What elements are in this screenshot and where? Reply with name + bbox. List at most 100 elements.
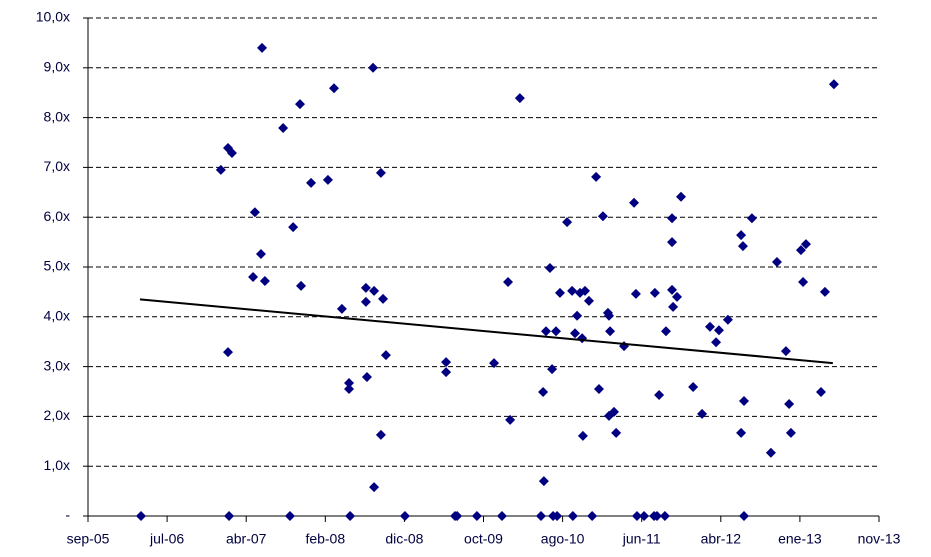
data-point: [651, 511, 662, 521]
data-point: [249, 207, 260, 218]
data-point: [368, 62, 379, 73]
data-point: [736, 230, 747, 241]
data-point: [452, 511, 463, 521]
data-point: [538, 386, 549, 397]
data-point: [562, 217, 573, 228]
data-point: [572, 310, 583, 321]
y-tick-label: 3,0x: [44, 357, 70, 373]
data-point: [255, 249, 266, 260]
data-point: [567, 511, 578, 521]
data-point: [785, 427, 796, 438]
data-point: [554, 287, 565, 298]
data-point: [503, 276, 514, 287]
data-point: [538, 476, 549, 487]
x-tick-label: ago-10: [541, 531, 585, 547]
data-point: [369, 285, 380, 296]
data-point: [704, 321, 715, 332]
data-point: [815, 386, 826, 397]
data-point: [667, 237, 678, 248]
y-tick-label: 6,0x: [44, 208, 70, 224]
data-point: [224, 511, 235, 521]
data-point: [551, 326, 562, 337]
data-point: [639, 511, 650, 521]
data-point: [567, 285, 578, 296]
data-point: [711, 337, 722, 348]
y-tick-label: 7,0x: [44, 158, 70, 174]
y-tick-label: 9,0x: [44, 59, 70, 75]
data-point: [587, 511, 598, 521]
data-point: [369, 482, 380, 493]
data-point: [360, 282, 371, 293]
data-point: [489, 358, 500, 369]
data-point: [819, 286, 830, 297]
data-point: [360, 296, 371, 307]
data-point: [540, 326, 551, 337]
data-point: [284, 511, 295, 521]
data-point: [259, 275, 270, 286]
data-point: [380, 350, 391, 361]
data-point: [722, 314, 733, 325]
data-point: [322, 174, 333, 185]
data-point: [780, 346, 791, 357]
data-point: [765, 447, 776, 458]
data-point: [583, 295, 594, 306]
data-point: [605, 326, 616, 337]
data-point: [593, 384, 604, 395]
x-tick-label: nov-13: [858, 531, 901, 547]
data-point: [577, 333, 588, 344]
data-point: [737, 241, 748, 252]
x-tick-label: abr-07: [226, 531, 267, 547]
x-tick-label: jun-11: [622, 531, 661, 547]
data-point: [441, 357, 452, 368]
data-point: [288, 222, 299, 233]
data-point: [577, 430, 588, 441]
y-tick-label: 1,0x: [44, 457, 70, 473]
x-tick-label: abr-12: [701, 531, 742, 547]
data-point: [828, 79, 839, 90]
data-point: [547, 364, 558, 375]
data-point: [296, 280, 307, 291]
data-point: [580, 285, 591, 296]
data-point: [688, 382, 699, 393]
data-point: [795, 245, 806, 256]
data-point: [375, 167, 386, 178]
data-point: [441, 367, 452, 378]
data-point: [345, 511, 356, 521]
data-point: [697, 408, 708, 419]
data-point: [654, 389, 665, 400]
data-point: [771, 257, 782, 268]
data-point: [306, 177, 317, 188]
data-point: [609, 406, 620, 417]
data-point: [215, 164, 226, 175]
y-tick-label: 10,0x: [36, 9, 70, 25]
data-point: [649, 287, 660, 298]
data-point: [223, 142, 234, 153]
data-point: [294, 99, 305, 110]
data-point: [278, 123, 289, 134]
data-point: [552, 511, 563, 521]
y-tick-label: -: [65, 507, 70, 523]
data-point: [535, 511, 546, 521]
data-point: [375, 429, 386, 440]
data-point: [736, 427, 747, 438]
data-point: [660, 326, 671, 337]
data-point: [784, 398, 795, 409]
data-point: [223, 347, 234, 358]
data-point: [248, 271, 259, 282]
data-point: [675, 191, 686, 202]
data-point: [668, 301, 679, 312]
data-point: [746, 213, 757, 224]
x-tick-label: dic-08: [385, 531, 423, 547]
y-tick-label: 8,0x: [44, 108, 70, 124]
y-tick-label: 2,0x: [44, 407, 70, 423]
data-point: [713, 325, 724, 336]
data-point: [378, 293, 389, 304]
data-point: [336, 303, 347, 314]
data-point: [471, 511, 482, 521]
data-point: [604, 310, 615, 321]
data-point: [591, 171, 602, 182]
data-point: [667, 213, 678, 224]
data-point: [135, 511, 146, 521]
data-point: [630, 288, 641, 299]
